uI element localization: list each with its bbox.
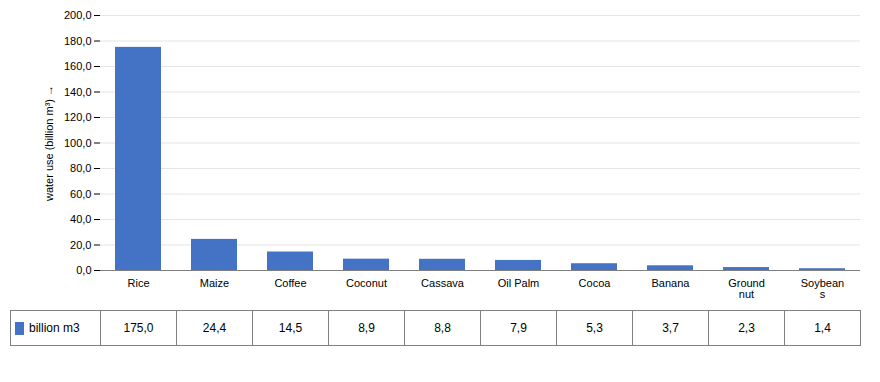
svg-text:120,0: 120,0 (64, 111, 92, 123)
html-text:3,7: 3,7 (662, 321, 679, 335)
svg-text:Oil Palm: Oil Palm (498, 277, 540, 289)
svg-text:60,0: 60,0 (70, 188, 91, 200)
html-text:7,9: 7,9 (510, 321, 527, 335)
html-text:14,5: 14,5 (278, 321, 303, 335)
svg-text:Cocoa: Cocoa (579, 277, 612, 289)
html-text:billion m3: billion m3 (29, 320, 80, 335)
svg-text:40,0: 40,0 (70, 213, 91, 225)
svg-text:0,0: 0,0 (76, 264, 91, 276)
html-text:24,4: 24,4 (202, 321, 227, 335)
html-text:1,4: 1,4 (814, 321, 831, 335)
svg-text:Cassava: Cassava (421, 277, 465, 289)
svg-text:180,0: 180,0 (64, 35, 92, 47)
svg-text:Soybeans: Soybeans (801, 277, 844, 300)
svg-text:water use (billion m³) →: water use (billion m³) → (43, 85, 55, 202)
svg-text:160,0: 160,0 (64, 60, 92, 72)
svg-text:Rice: Rice (127, 277, 149, 289)
svg-text:Coffee: Coffee (274, 277, 306, 289)
svg-text:Maize: Maize (200, 277, 229, 289)
svg-text:100,0: 100,0 (64, 137, 92, 149)
svg-text:Groundnut: Groundnut (728, 277, 765, 300)
svg-text:Banana: Banana (652, 277, 691, 289)
svg-text:140,0: 140,0 (64, 86, 92, 98)
svg-text:200,0: 200,0 (64, 9, 92, 21)
html-text:175,0: 175,0 (123, 321, 154, 335)
html-text:2,3: 2,3 (738, 321, 755, 335)
svg-text:Coconut: Coconut (346, 277, 387, 289)
html-text:5,3: 5,3 (586, 321, 603, 335)
svg-text:20,0: 20,0 (70, 239, 91, 251)
html-text:8,8: 8,8 (434, 321, 451, 335)
html-text:8,9: 8,9 (358, 321, 375, 335)
svg-text:80,0: 80,0 (70, 162, 91, 174)
